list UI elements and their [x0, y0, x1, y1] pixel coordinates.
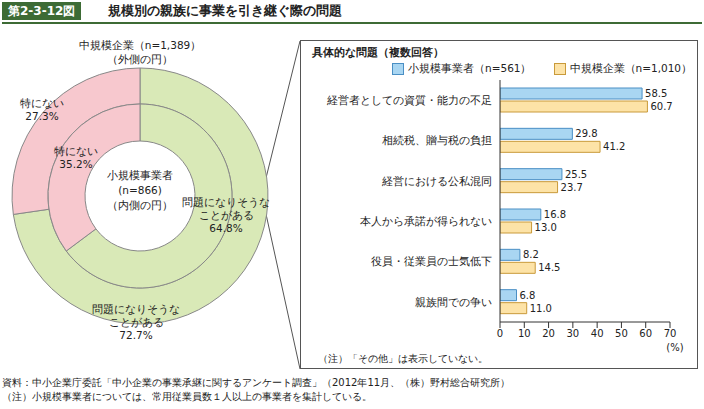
html-text:特にない: 特にない: [54, 145, 98, 157]
svg-text:14.5: 14.5: [538, 262, 560, 273]
html-text:中規模企業（n=1,389）: 中規模企業（n=1,389）: [78, 39, 202, 51]
svg-text:本人から承諾が得られない: 本人から承諾が得られない: [360, 215, 492, 227]
svg-text:相続税、贈与税の負担: 相続税、贈与税の負担: [382, 134, 492, 146]
html-text:27.3%: 27.3%: [25, 110, 59, 122]
svg-text:役員・従業員の士気低下: 役員・従業員の士気低下: [371, 255, 492, 267]
html-text:規模別の親族に事業を引き継ぐ際の問題: 規模別の親族に事業を引き継ぐ際の問題: [108, 3, 342, 18]
html-text:(n=866): (n=866): [118, 184, 162, 196]
svg-text:23.7: 23.7: [561, 182, 583, 193]
svg-text:10: 10: [518, 328, 531, 339]
html-text:小規模事業者: 小規模事業者: [107, 169, 173, 181]
html-text:（内側の円）: （内側の円）: [107, 199, 173, 211]
html-text:（注）「その他」は表示していない。: （注）「その他」は表示していない。: [318, 353, 488, 364]
svg-text:16.8: 16.8: [544, 209, 566, 220]
svg-text:11.0: 11.0: [530, 303, 552, 314]
svg-text:50: 50: [615, 328, 628, 339]
html-text:64.8%: 64.8%: [209, 222, 243, 234]
html-text:資料：中小企業庁委託「中小企業の事業承継に関するアンケート調: 資料：中小企業庁委託「中小企業の事業承継に関するアンケート調査」（2012年11…: [2, 377, 511, 388]
svg-text:30: 30: [566, 328, 579, 339]
svg-text:8.2: 8.2: [523, 249, 539, 260]
html-text:小規模事業者（n=561）: 小規模事業者（n=561）: [408, 62, 532, 74]
svg-text:経営者としての資質・能力の不足: 経営者としての資質・能力の不足: [326, 94, 492, 106]
svg-text:40: 40: [591, 328, 604, 339]
svg-text:58.5: 58.5: [645, 88, 667, 99]
html-text:（外側の円）: （外側の円）: [107, 53, 173, 65]
svg-text:60: 60: [639, 328, 652, 339]
svg-text:41.2: 41.2: [603, 141, 625, 152]
html-text:中規模企業（n=1,010）: 中規模企業（n=1,010）: [569, 62, 692, 74]
svg-text:6.8: 6.8: [520, 290, 536, 301]
html-text:問題になりそうなことがある: 問題になりそうなことがある: [92, 303, 180, 328]
html-text:問題になりそうなことがある: 問題になりそうなことがある: [182, 196, 270, 221]
html-text:具体的な問題（複数回答）: 具体的な問題（複数回答）: [312, 46, 444, 59]
svg-text:0: 0: [497, 328, 503, 339]
svg-text:25.5: 25.5: [565, 169, 587, 180]
svg-text:70: 70: [664, 328, 677, 339]
svg-text:20: 20: [542, 328, 555, 339]
svg-text:13.0: 13.0: [535, 222, 557, 233]
svg-text:親族間での争い: 親族間での争い: [415, 296, 492, 308]
svg-text:29.8: 29.8: [575, 128, 597, 139]
svg-text:60.7: 60.7: [650, 101, 672, 112]
html-text:72.7%: 72.7%: [119, 329, 153, 341]
html-text:第2-3-12図: 第2-3-12図: [8, 4, 76, 18]
html-text:（注）小規模事業者については、常用従業員数１人以上の事業者を: （注）小規模事業者については、常用従業員数１人以上の事業者を集計している。: [2, 391, 372, 402]
svg-text:経営における公私混同: 経営における公私混同: [381, 175, 492, 188]
html-text:特にない: 特にない: [20, 97, 64, 109]
html-text:35.2%: 35.2%: [59, 158, 93, 170]
